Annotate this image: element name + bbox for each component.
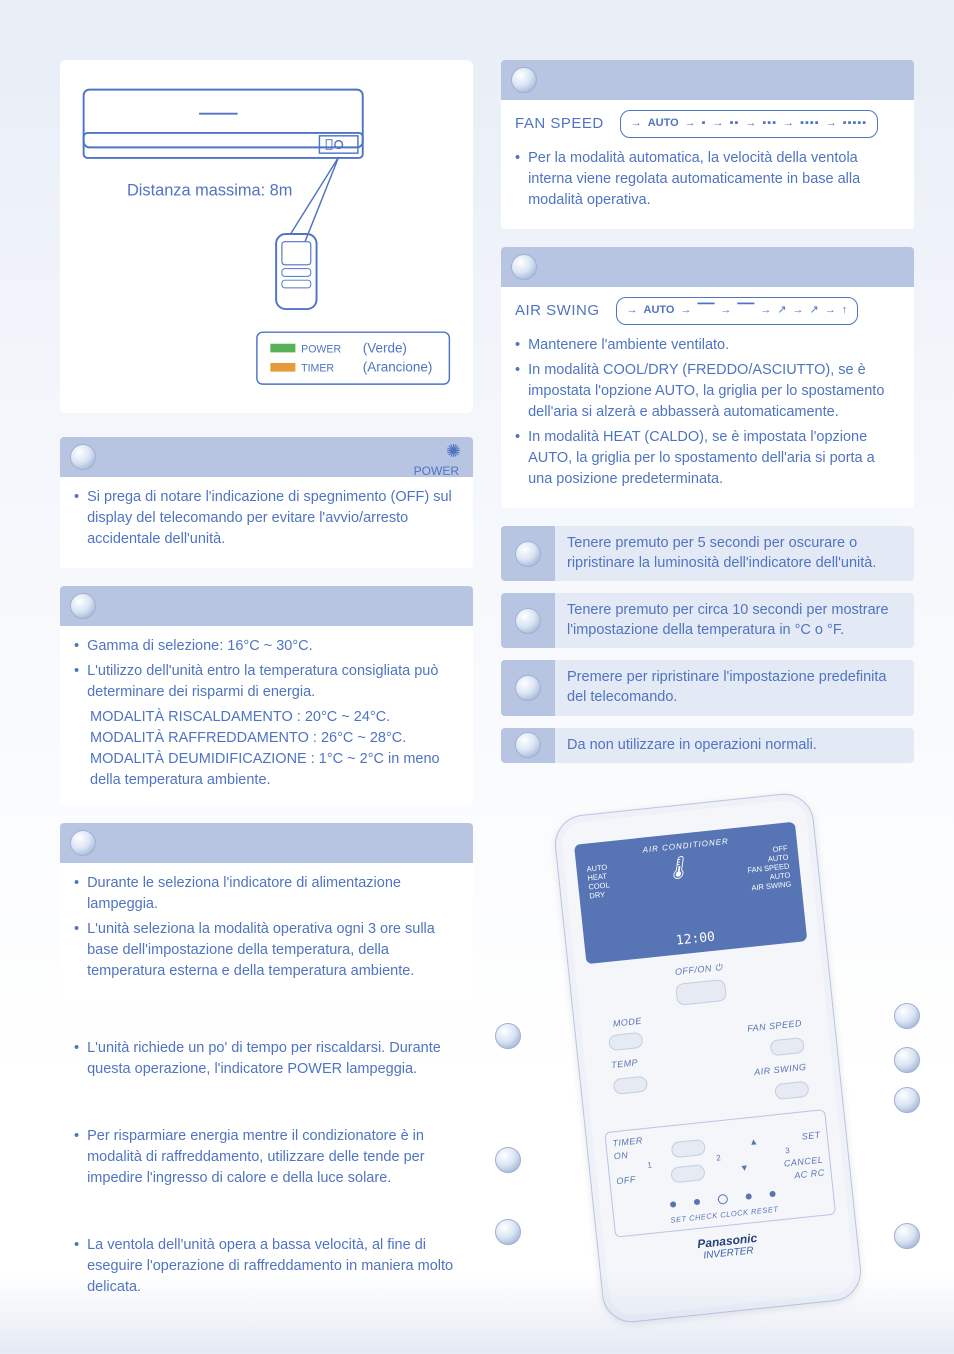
timer-swatch [270, 363, 295, 372]
tip-reset-remote: Premere per ripristinare l'impostazione … [501, 660, 914, 715]
cancel-label: CANCEL [783, 1155, 823, 1169]
section-fan-speed: FAN SPEED →AUTO →▪ →▪▪ →▪▪▪ →▪▪▪▪ →▪▪▪▪▪… [501, 60, 914, 229]
indicator-power-color: (Verde) [363, 340, 407, 355]
list-item: L'unità richiede un po' di tempo per ris… [74, 1038, 459, 1080]
ac-distance-diagram: Distanza massima: 8m POWER (Verde) TIMER… [60, 60, 473, 413]
indicator-power-name: POWER [301, 343, 341, 355]
mode-heat-line: MODALITÀ RISCALDAMENTO : 20°C ~ 24°C. [90, 707, 459, 728]
indicator-timer-color: (Arancione) [363, 360, 433, 375]
temp-label: TEMP [610, 1057, 638, 1070]
thermometer-icon: 🌡 [662, 854, 694, 902]
leader-circle-icon [894, 1047, 920, 1073]
remote-illustration: AIR CONDITIONER AUTO HEAT COOL DRY 🌡 OFF [501, 803, 914, 1313]
list-item: In modalità HEAT (CALDO), se è impostata… [515, 427, 900, 490]
indicator-timer-name: TIMER [301, 363, 334, 375]
circle-button-icon [515, 541, 541, 567]
right-column: FAN SPEED →AUTO →▪ →▪▪ →▪▪▪ →▪▪▪▪ →▪▪▪▪▪… [501, 60, 914, 1334]
leader-circle-icon [894, 1223, 920, 1249]
on-label: ON [613, 1150, 628, 1161]
air-swing-selector: →AUTO →▔▔ →▔▔ →↗ →↗ →↑ [616, 297, 859, 325]
tip-not-normal: Da non utilizzare in operazioni normali. [501, 728, 914, 764]
leader-circle-icon [894, 1087, 920, 1113]
circle-button-icon [70, 444, 96, 470]
leader-circle-icon [495, 1147, 521, 1173]
timer-panel: TIMER ON ▲ SET 1 2 3 [604, 1109, 836, 1238]
remote-screen: AIR CONDITIONER AUTO HEAT COOL DRY 🌡 OFF [573, 822, 806, 965]
leader-circle-icon [894, 1003, 920, 1029]
off-on-button[interactable] [675, 979, 727, 1006]
section-header: ✺ POWER [60, 437, 473, 477]
two-column-layout: Distanza massima: 8m POWER (Verde) TIMER… [60, 60, 914, 1334]
section-low-fan: La ventola dell'unità opera a bassa velo… [60, 1225, 473, 1316]
circle-button-icon [511, 67, 537, 93]
fan-speed-label: FAN SPEED [746, 1018, 802, 1034]
fan-speed-button[interactable] [769, 1037, 804, 1056]
circle-button-icon [515, 732, 541, 758]
list-item: Si prega di notare l'indicazione di speg… [74, 487, 459, 550]
list-item: Per la modalità automatica, la velocità … [515, 148, 900, 211]
section-curtains: Per risparmiare energia mentre il condiz… [60, 1116, 473, 1207]
left-column: Distanza massima: 8m POWER (Verde) TIMER… [60, 60, 473, 1334]
dot-icon [769, 1191, 776, 1198]
list-item: Gamma di selezione: 16°C ~ 30°C. [74, 636, 459, 657]
air-swing-title: AIR SWING [515, 300, 600, 322]
fan-speed-title: FAN SPEED [515, 113, 604, 135]
ac-diagram-svg: Distanza massima: 8m POWER (Verde) TIMER… [74, 74, 459, 394]
dot-icon [745, 1193, 752, 1200]
remote-control: AIR CONDITIONER AUTO HEAT COOL DRY 🌡 OFF [552, 791, 864, 1325]
list-item: L'utilizzo dell'unità entro la temperatu… [74, 661, 459, 703]
set-label: SET [801, 1130, 821, 1142]
list-item: Per risparmiare energia mentre il condiz… [74, 1126, 459, 1189]
power-word: POWER [414, 464, 459, 478]
list-item: La ventola dell'unità opera a bassa velo… [74, 1235, 459, 1298]
dot-icon [693, 1199, 700, 1206]
circle-button-icon [70, 830, 96, 856]
list-item: Mantenere l'ambiente ventilato. [515, 335, 900, 356]
distance-label: Distanza massima: 8m [127, 182, 292, 200]
list-item: L'unità seleziona la modalità operativa … [74, 919, 459, 982]
section-heat-warmup: L'unità richiede un po' di tempo per ris… [60, 1018, 473, 1098]
dot-icon [669, 1201, 676, 1208]
temp-button[interactable] [612, 1076, 647, 1095]
power-swatch [270, 344, 295, 353]
tip-text: Premere per ripristinare l'impostazione … [555, 660, 914, 715]
num-3: 3 [784, 1146, 789, 1155]
air-swing-label: AIR SWING [753, 1062, 806, 1077]
circle-button-icon [515, 608, 541, 634]
air-swing-button[interactable] [774, 1081, 809, 1100]
list-item: In modalità COOL/DRY (FREDDO/ASCIUTTO), … [515, 360, 900, 423]
tip-text: Tenere premuto per circa 10 secondi per … [555, 593, 914, 648]
screen-mode: DRY [588, 889, 610, 900]
page: Distanza massima: 8m POWER (Verde) TIMER… [0, 0, 954, 1354]
circle-button-icon [70, 593, 96, 619]
leader-circle-icon [495, 1023, 521, 1049]
clock-dot-icon [717, 1194, 728, 1205]
list-item: Durante le seleziona l'indicatore di ali… [74, 873, 459, 915]
tip-brightness: Tenere premuto per 5 secondi per oscurar… [501, 526, 914, 581]
num-2: 2 [715, 1153, 720, 1162]
mode-button[interactable] [608, 1032, 643, 1051]
fan-speed-selector: →AUTO →▪ →▪▪ →▪▪▪ →▪▪▪▪ →▪▪▪▪▪ [620, 110, 879, 138]
tip-text: Tenere premuto per 5 secondi per oscurar… [555, 526, 914, 581]
section-auto-select: Durante le seleziona l'indicatore di ali… [60, 823, 473, 1000]
power-icon: ✺ [446, 441, 459, 461]
off-label: OFF [615, 1174, 635, 1186]
circle-button-icon [511, 254, 537, 280]
mode-dry-line: MODALITÀ DEUMIDIFICAZIONE : 1°C ~ 2°C in… [90, 749, 459, 791]
screen-clock: 12:00 [584, 920, 806, 958]
power-icon-label: ✺ POWER [414, 441, 459, 480]
section-temp-range: Gamma di selezione: 16°C ~ 30°C. L'utili… [60, 586, 473, 805]
section-air-swing: AIR SWING →AUTO →▔▔ →▔▔ →↗ →↗ →↑ Mantene… [501, 247, 914, 508]
circle-button-icon [515, 675, 541, 701]
section-power: ✺ POWER Si prega di notare l'indicazione… [60, 437, 473, 568]
tip-text: Da non utilizzare in operazioni normali. [555, 728, 914, 764]
tip-temp-unit: Tenere premuto per circa 10 secondi per … [501, 593, 914, 648]
leader-circle-icon [495, 1219, 521, 1245]
num-1: 1 [646, 1161, 651, 1170]
mode-cool-line: MODALITÀ RAFFREDDAMENTO : 26°C ~ 28°C. [90, 728, 459, 749]
